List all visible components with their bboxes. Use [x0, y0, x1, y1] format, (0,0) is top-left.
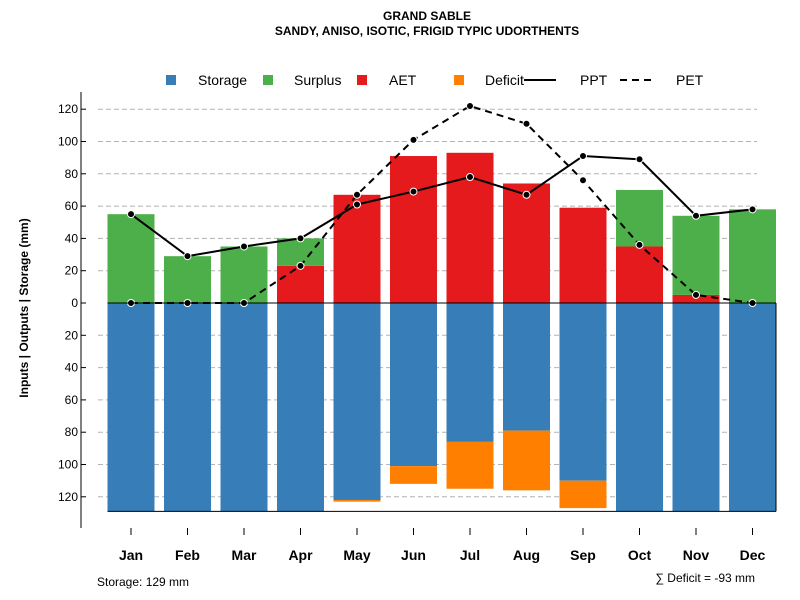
ppt-line: [130, 155, 753, 258]
storage-bar-dec: [729, 303, 776, 512]
legend-swatch-storage: [166, 75, 176, 85]
ppt-point-jul: [466, 173, 474, 182]
ppt-point-dec: [748, 205, 757, 214]
legend-label-surplus: Surplus: [294, 72, 341, 88]
x-tick-label-jan: Jan: [119, 547, 143, 563]
storage-bar-may: [333, 303, 381, 501]
pet-point-sep: [579, 176, 587, 185]
deficit-bar-jul: [446, 441, 494, 489]
y-tick-label: 40: [65, 231, 79, 245]
y-tick-label: 100: [58, 135, 78, 149]
surplus-bar-nov: [672, 215, 720, 295]
chart-legend: Storage Surplus AET Deficit PPT PET: [166, 72, 704, 88]
pet-point-jul: [466, 101, 474, 110]
storage-bar-feb: [164, 303, 211, 512]
aet-bar-may: [333, 194, 381, 303]
deficit-bar-may: [333, 500, 381, 502]
chart-title: GRAND SABLE: [383, 9, 471, 23]
x-tick-label-nov: Nov: [683, 547, 710, 563]
surplus-bar-feb: [164, 256, 211, 303]
ppt-point-feb: [183, 252, 192, 261]
x-tick-label-dec: Dec: [740, 547, 766, 563]
y-tick-label: 80: [65, 167, 79, 181]
legend-label-storage: Storage: [198, 72, 247, 88]
x-tick-label-jun: Jun: [401, 547, 426, 563]
x-tick-label-may: May: [343, 547, 370, 563]
deficit-bar-jun: [390, 466, 437, 484]
y-tick-label: 60: [65, 393, 79, 407]
storage-bar-jun: [390, 303, 437, 467]
ppt-point-apr: [296, 234, 305, 243]
storage-bar-aug: [503, 303, 550, 431]
pet-point-jun: [409, 135, 418, 144]
y-axis-label: Inputs | Outputs | Storage (mm): [17, 218, 31, 397]
legend-label-pet: PET: [676, 72, 704, 88]
deficit-bar-aug: [503, 430, 550, 491]
y-tick-label: 20: [65, 264, 79, 278]
storage-bar-jul: [446, 303, 494, 442]
y-tick-label: 40: [65, 361, 79, 375]
x-tick-label-feb: Feb: [175, 547, 200, 563]
y-tick-label: 0: [71, 296, 78, 310]
pet-point-oct: [635, 240, 644, 249]
aet-bar-apr: [277, 265, 324, 303]
x-tick-label-oct: Oct: [628, 547, 652, 563]
aet-bar-aug: [503, 183, 550, 303]
surplus-bar-mar: [220, 246, 268, 303]
surplus-bar-dec: [729, 209, 776, 303]
storage-note: Storage: 129 mm: [97, 575, 189, 589]
legend-label-ppt: PPT: [580, 72, 608, 88]
storage-bar-oct: [616, 303, 663, 512]
surplus-bar-oct: [616, 189, 663, 247]
bars-group: [107, 152, 776, 512]
surplus-bar-apr: [277, 238, 324, 266]
ppt-point-jun: [409, 187, 418, 196]
x-tick-label-apr: Apr: [288, 547, 313, 563]
legend-label-deficit: Deficit: [485, 72, 524, 88]
legend-swatch-deficit: [454, 75, 464, 85]
aet-bar-nov: [672, 294, 720, 303]
ppt-point-jan: [127, 210, 135, 219]
y-tick-label: 120: [58, 102, 78, 116]
lines-group: [127, 101, 757, 307]
pet-point-aug: [522, 119, 531, 128]
ppt-point-nov: [692, 211, 700, 220]
legend-swatch-aet: [357, 75, 367, 85]
x-tick-label-sep: Sep: [570, 547, 596, 563]
x-tick-label-aug: Aug: [513, 547, 540, 563]
y-tick-label: 20: [65, 328, 79, 342]
aet-bar-jun: [390, 156, 437, 303]
pet-point-may: [353, 190, 361, 199]
pet-line: [131, 104, 753, 304]
storage-bar-sep: [559, 303, 607, 481]
ppt-point-oct: [635, 155, 644, 164]
surplus-bar-jan: [107, 214, 155, 303]
y-tick-label: 120: [58, 490, 78, 504]
deficit-note: ∑ Deficit = -93 mm: [655, 571, 755, 585]
storage-bar-apr: [277, 303, 324, 512]
deficit-bar-sep: [559, 480, 607, 509]
x-tick-label-jul: Jul: [460, 547, 480, 563]
ppt-point-aug: [522, 190, 531, 199]
axes-group: 120 100 80 60 40 20 0 20 40 60 80 100 120 Jan Feb Mar Ap…: [58, 92, 777, 563]
storage-bar-mar: [220, 303, 268, 512]
pet-point-apr: [296, 261, 305, 270]
x-tick-label-mar: Mar: [232, 547, 257, 563]
y-tick-label: 100: [58, 458, 78, 472]
storage-bar-nov: [672, 303, 720, 512]
ppt-point-may: [353, 200, 361, 209]
legend-label-aet: AET: [389, 72, 417, 88]
y-tick-label: 60: [65, 199, 79, 213]
storage-bar-jan: [107, 303, 155, 512]
ppt-point-sep: [579, 152, 587, 161]
legend-swatch-surplus: [263, 75, 273, 85]
y-tick-label: 80: [65, 425, 79, 439]
chart-subtitle: SANDY, ANISO, ISOTIC, FRIGID TYPIC UDORT…: [275, 24, 579, 38]
aet-bar-sep: [559, 207, 607, 303]
aet-bar-oct: [616, 246, 663, 303]
pet-point-nov: [692, 290, 700, 299]
ppt-point-mar: [240, 242, 248, 251]
